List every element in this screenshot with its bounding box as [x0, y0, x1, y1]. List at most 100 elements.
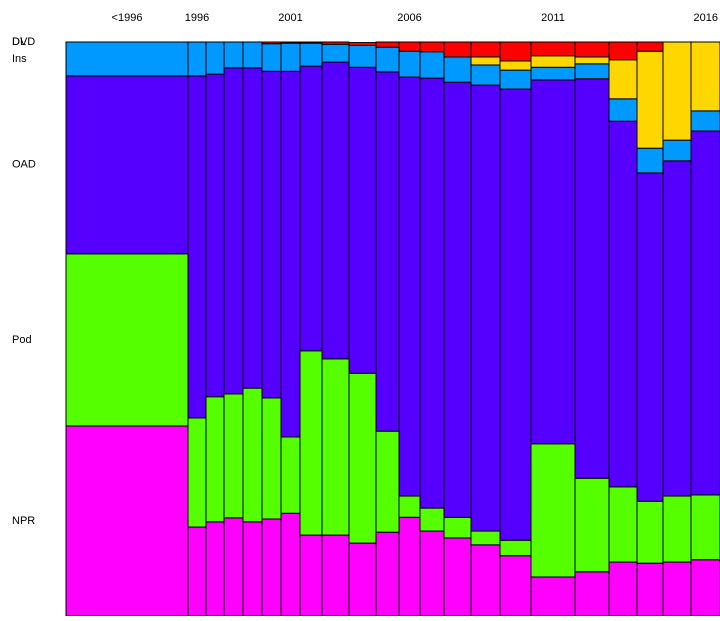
- segment: [419, 51, 445, 79]
- segment: [321, 358, 350, 536]
- segment: [530, 66, 576, 81]
- segment: [530, 443, 576, 578]
- segment: [574, 41, 610, 58]
- segment: [419, 530, 445, 617]
- segment: [261, 70, 282, 399]
- segment: [470, 84, 501, 532]
- segment: [242, 41, 263, 69]
- column-label: <1996: [112, 12, 143, 24]
- segment: [419, 77, 445, 509]
- segment: [205, 396, 225, 523]
- segment: [499, 60, 532, 71]
- segment: [662, 160, 692, 497]
- segment: [223, 67, 244, 395]
- segment: [375, 430, 400, 533]
- segment: [65, 425, 189, 617]
- segment: [321, 43, 350, 63]
- segment: [205, 41, 225, 75]
- segment: [261, 41, 282, 45]
- segment: [65, 41, 189, 77]
- segment: [398, 516, 421, 617]
- segment: [419, 507, 445, 532]
- segment: [187, 75, 207, 419]
- segment: [375, 531, 400, 617]
- segment: [187, 526, 207, 617]
- segment: [636, 172, 664, 502]
- segment: [499, 555, 532, 617]
- row-label: Ins: [12, 53, 27, 65]
- segment: [574, 78, 610, 479]
- segment: [443, 56, 472, 83]
- segment: [690, 130, 720, 496]
- segment: [280, 512, 301, 617]
- segment: [690, 41, 720, 112]
- segment: [299, 534, 323, 617]
- segment: [187, 417, 207, 528]
- segment: [470, 56, 501, 66]
- segment: [608, 98, 638, 122]
- segment: [205, 521, 225, 617]
- segment: [636, 41, 664, 52]
- segment: [348, 372, 377, 544]
- segment: [398, 50, 421, 78]
- segment: [223, 393, 244, 519]
- segment: [348, 66, 377, 374]
- segment: [348, 42, 377, 46]
- segment: [662, 139, 692, 162]
- segment: [280, 42, 301, 72]
- segment: [443, 537, 472, 617]
- segment: [574, 63, 610, 80]
- segment: [443, 41, 472, 58]
- segment: [662, 561, 692, 617]
- segment: [574, 477, 610, 573]
- segment: [499, 41, 532, 62]
- segment: [499, 88, 532, 541]
- segment: [261, 518, 282, 617]
- segment: [608, 59, 638, 100]
- segment: [321, 41, 350, 45]
- segment: [398, 495, 421, 518]
- segment: [321, 61, 350, 360]
- segment: [574, 56, 610, 65]
- segment: [398, 76, 421, 497]
- segment: [299, 42, 323, 67]
- segment: [470, 530, 501, 546]
- column-label: 2001: [278, 12, 302, 24]
- column-label: 2016: [694, 12, 718, 24]
- segment: [499, 539, 532, 557]
- column-label: 1996: [185, 12, 209, 24]
- segment: [348, 542, 377, 617]
- segment: [690, 494, 720, 561]
- segment: [608, 120, 638, 488]
- segment: [242, 67, 263, 389]
- segment: [636, 147, 664, 174]
- segment: [608, 41, 638, 61]
- segment: [375, 71, 400, 432]
- segment: [530, 41, 576, 57]
- segment: [443, 81, 472, 518]
- segment: [499, 69, 532, 90]
- segment: [443, 516, 472, 539]
- row-label: NPR: [12, 515, 35, 527]
- segment: [419, 41, 445, 53]
- segment: [299, 350, 323, 536]
- segment: [636, 500, 664, 564]
- segment: [636, 562, 664, 617]
- segment: [321, 534, 350, 617]
- segment: [223, 41, 244, 69]
- segment: [223, 517, 244, 617]
- segment: [280, 41, 301, 44]
- row-label: DVD: [12, 36, 35, 48]
- row-label: DL: [12, 36, 26, 48]
- segment: [242, 521, 263, 617]
- segment: [398, 41, 421, 52]
- segment: [470, 64, 501, 86]
- segment: [530, 79, 576, 445]
- segment: [187, 41, 207, 77]
- segment: [348, 44, 377, 68]
- segment: [530, 576, 576, 617]
- segment: [280, 436, 301, 514]
- segment: [242, 387, 263, 523]
- row-label: OAD: [12, 159, 36, 171]
